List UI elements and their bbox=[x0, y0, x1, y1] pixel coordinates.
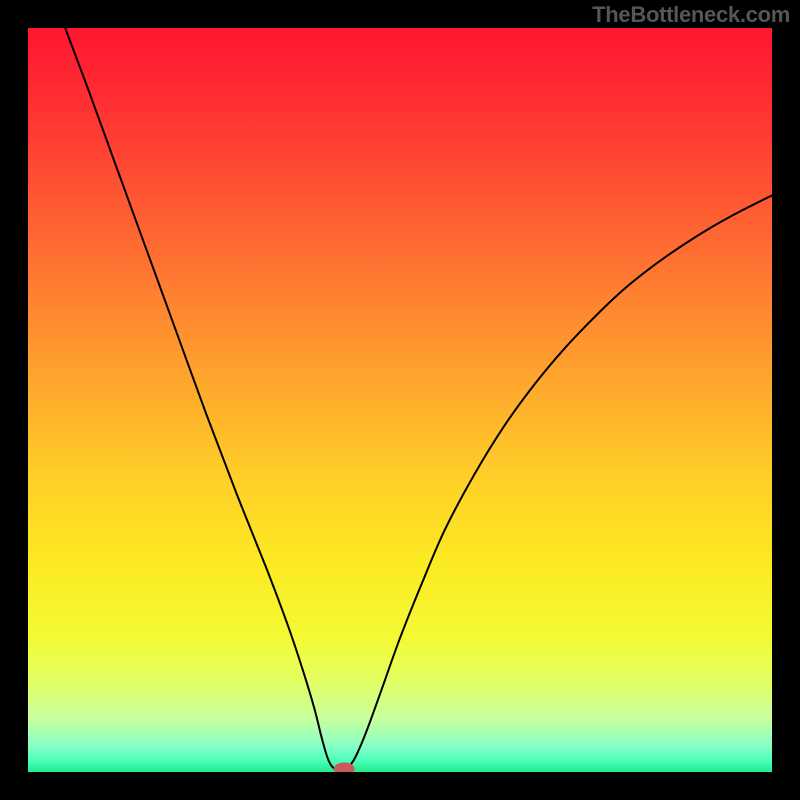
watermark-text: TheBottleneck.com bbox=[592, 2, 790, 28]
chart-frame: TheBottleneck.com bbox=[0, 0, 800, 800]
bottleneck-chart bbox=[28, 28, 772, 772]
gradient-background bbox=[28, 28, 772, 772]
